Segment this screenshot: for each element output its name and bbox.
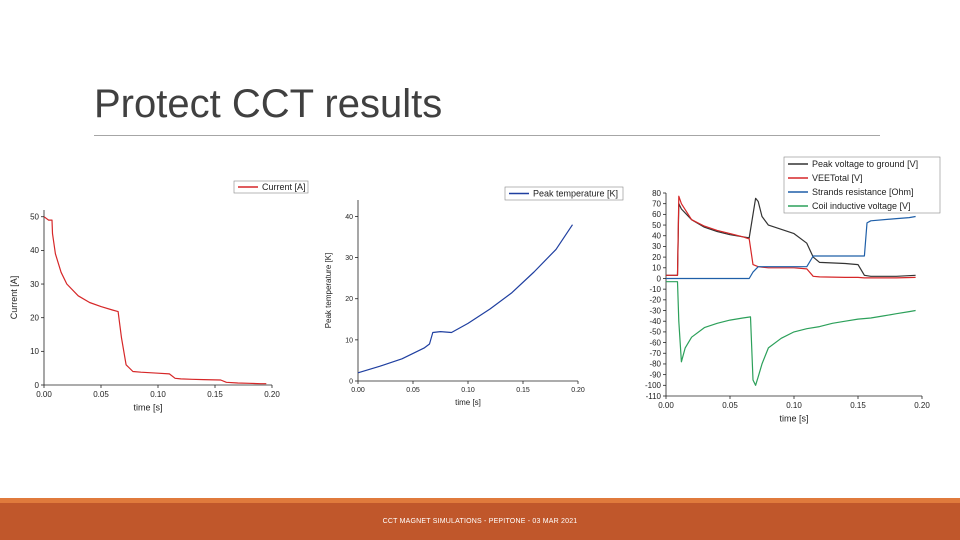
y-tick-label: -80 bbox=[649, 360, 661, 369]
y-tick-label: 20 bbox=[30, 313, 39, 322]
x-tick-label: 0.05 bbox=[93, 390, 109, 399]
x-tick-label: 0.10 bbox=[150, 390, 166, 399]
x-tick-label: 0.15 bbox=[207, 390, 223, 399]
x-tick-label: 0.20 bbox=[264, 390, 280, 399]
legend-box bbox=[233, 180, 309, 194]
y-tick-label: 20 bbox=[652, 253, 661, 262]
legend-box bbox=[783, 156, 941, 214]
legend-box bbox=[504, 186, 624, 201]
x-tick-label: 0.10 bbox=[786, 401, 802, 410]
x-tick-label: 0.00 bbox=[351, 387, 365, 394]
x-tick-label: 0.15 bbox=[850, 401, 866, 410]
legend-label: Peak voltage to ground [V] bbox=[812, 159, 918, 169]
y-tick-label: 0 bbox=[657, 274, 662, 283]
x-tick-label: 0.00 bbox=[36, 390, 52, 399]
x-tick-label: 0.15 bbox=[516, 387, 530, 394]
y-tick-label: 20 bbox=[345, 296, 353, 303]
y-tick-label: 0 bbox=[35, 381, 40, 390]
y-tick-label: -110 bbox=[646, 392, 662, 401]
y-tick-label: 50 bbox=[30, 213, 39, 222]
y-tick-label: 60 bbox=[652, 210, 661, 219]
slide-title: Protect CCT results bbox=[94, 82, 443, 126]
legend-label: Coil inductive voltage [V] bbox=[812, 201, 911, 211]
x-tick-label: 0.05 bbox=[406, 387, 420, 394]
y-tick-label: 50 bbox=[652, 221, 661, 230]
y-tick-label: 40 bbox=[345, 214, 353, 221]
x-tick-label: 0.00 bbox=[658, 401, 674, 410]
y-tick-label: 10 bbox=[652, 264, 661, 273]
y-tick-label: -100 bbox=[645, 381, 662, 390]
y-tick-label: -40 bbox=[649, 317, 661, 326]
x-tick-label: 0.20 bbox=[571, 387, 585, 394]
series-line-3 bbox=[666, 215, 916, 280]
y-tick-label: 10 bbox=[30, 347, 39, 356]
y-tick-label: 70 bbox=[652, 199, 661, 208]
x-tick-label: 0.10 bbox=[461, 387, 475, 394]
legend-label: Peak temperature [K] bbox=[533, 189, 618, 199]
y-tick-label: 10 bbox=[345, 337, 353, 344]
series-line-1 bbox=[43, 216, 267, 385]
y-tick-label: 30 bbox=[30, 280, 39, 289]
legend-label: Current [A] bbox=[262, 182, 306, 192]
y-tick-label: -30 bbox=[649, 306, 661, 315]
x-axis-label: time [s] bbox=[455, 398, 481, 407]
x-axis-label: time [s] bbox=[133, 403, 162, 413]
y-tick-label: -70 bbox=[649, 349, 661, 358]
y-tick-label: 0 bbox=[349, 378, 353, 385]
y-tick-label: -90 bbox=[649, 370, 661, 379]
series-line-1 bbox=[357, 224, 573, 374]
y-tick-label: 30 bbox=[652, 242, 661, 251]
x-tick-label: 0.20 bbox=[914, 401, 930, 410]
y-axis-label: Peak temperature [K] bbox=[324, 253, 333, 329]
y-tick-label: -20 bbox=[649, 296, 661, 305]
y-tick-label: 80 bbox=[652, 189, 661, 198]
y-tick-label: 30 bbox=[345, 255, 353, 262]
y-tick-label: -60 bbox=[649, 338, 661, 347]
y-axis-label: Current [A] bbox=[9, 276, 19, 320]
title-divider bbox=[94, 135, 880, 136]
footer-text: CCT MAGNET SIMULATIONS - PEPITONE - 03 M… bbox=[382, 518, 578, 525]
legend-label: Strands resistance [Ohm] bbox=[812, 187, 914, 197]
legend-label: VEETotal [V] bbox=[812, 173, 863, 183]
footer-bar bbox=[0, 498, 960, 540]
x-axis-label: time [s] bbox=[779, 414, 808, 424]
series-line-4 bbox=[666, 281, 916, 386]
y-tick-label: -50 bbox=[649, 328, 661, 337]
y-tick-label: 40 bbox=[30, 246, 39, 255]
y-tick-label: 40 bbox=[652, 232, 661, 241]
footer-accent bbox=[0, 498, 960, 503]
y-tick-label: -10 bbox=[649, 285, 661, 294]
x-tick-label: 0.05 bbox=[722, 401, 738, 410]
